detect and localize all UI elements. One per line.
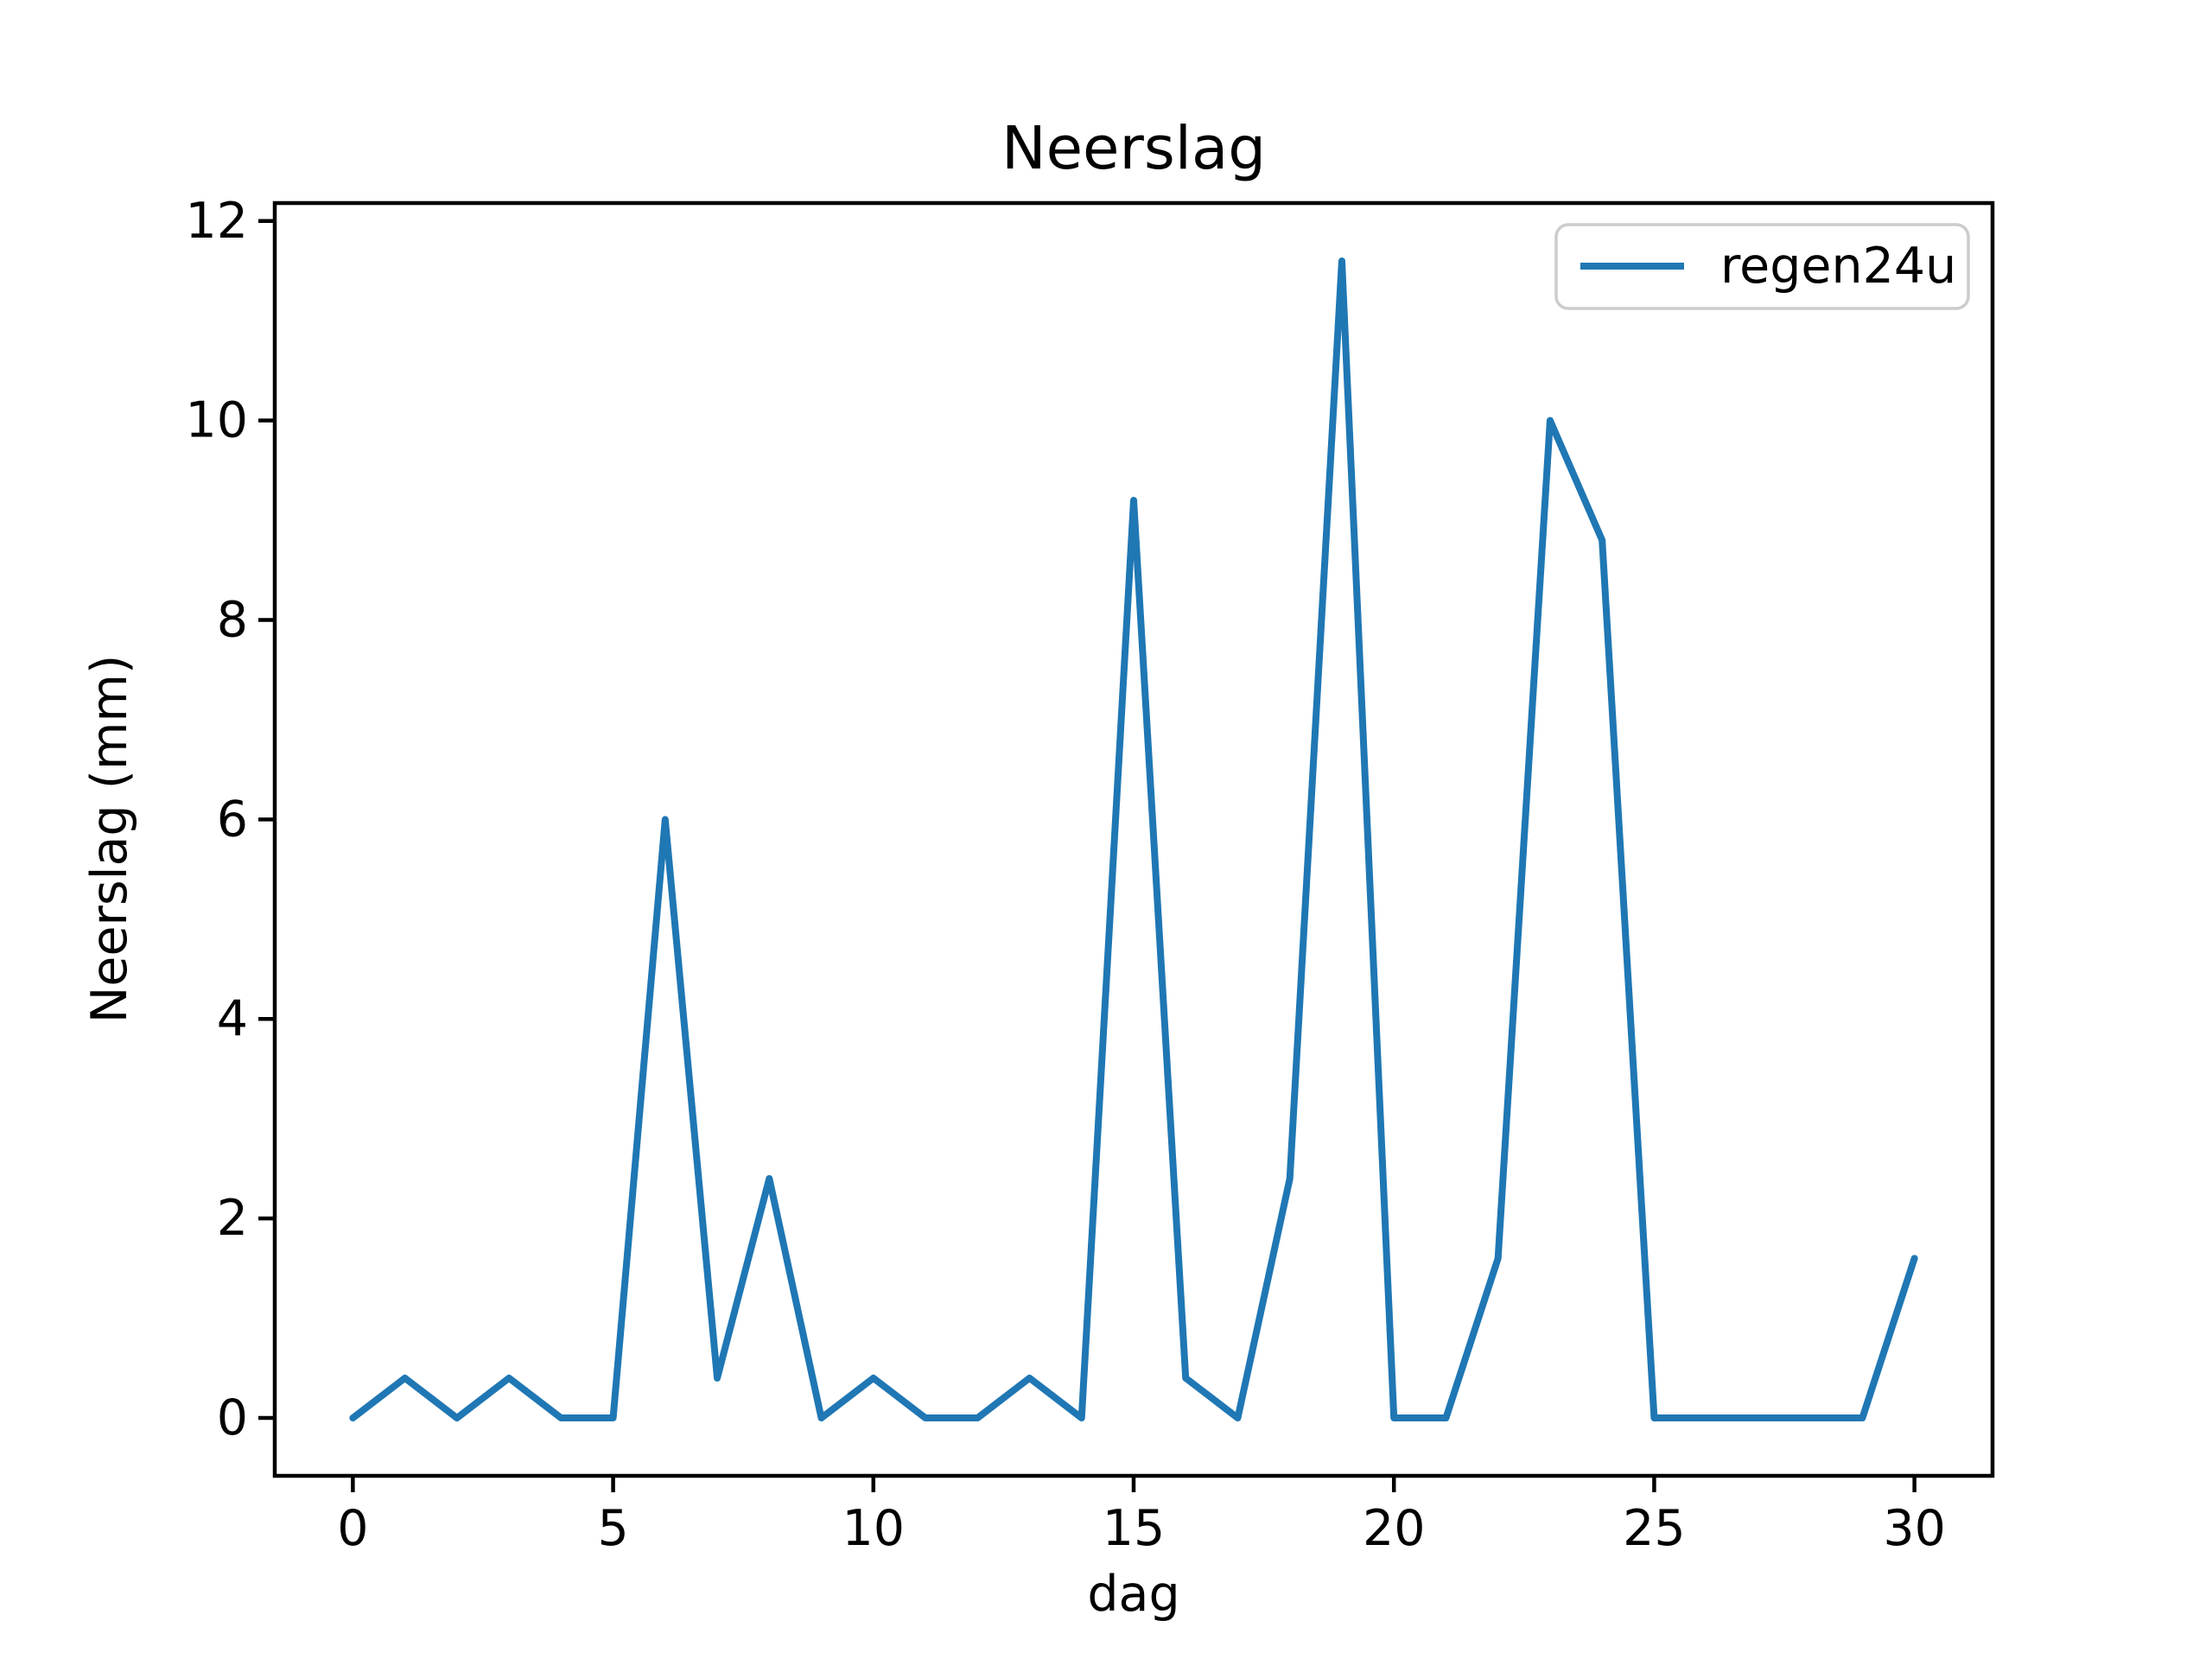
legend-box xyxy=(1554,223,1970,310)
y-tick-label: 0 xyxy=(217,1389,248,1446)
y-axis-label: Neerslag (mm) xyxy=(81,655,138,1024)
y-tick-label: 6 xyxy=(217,791,248,848)
y-tick-label: 2 xyxy=(217,1190,248,1247)
legend: regen24u xyxy=(1554,223,1970,310)
legend-label: regen24u xyxy=(1720,238,1956,295)
y-tick-label: 8 xyxy=(217,592,248,649)
chart-title: Neerslag xyxy=(1001,114,1266,183)
x-axis-label: dag xyxy=(1087,1566,1179,1623)
x-tick-label: 15 xyxy=(1103,1500,1166,1557)
y-tick-label: 12 xyxy=(185,193,248,250)
x-tick-label: 25 xyxy=(1623,1500,1686,1557)
axes-spines xyxy=(272,200,1995,1478)
y-tick-label: 10 xyxy=(185,392,248,449)
y-tick-label: 4 xyxy=(217,990,248,1047)
x-tick-label: 20 xyxy=(1363,1500,1426,1557)
y-axis-ticks: 0 2 4 6 8 10 12 xyxy=(185,193,275,1446)
x-tick-label: 0 xyxy=(337,1500,368,1557)
data-line-regen24u xyxy=(349,257,1918,1422)
x-tick-label: 30 xyxy=(1883,1500,1946,1557)
x-tick-label: 10 xyxy=(842,1500,906,1557)
x-axis-ticks: 0 5 10 15 20 25 30 xyxy=(337,1476,1946,1557)
axes-background xyxy=(275,203,1993,1476)
x-tick-label: 5 xyxy=(597,1500,628,1557)
